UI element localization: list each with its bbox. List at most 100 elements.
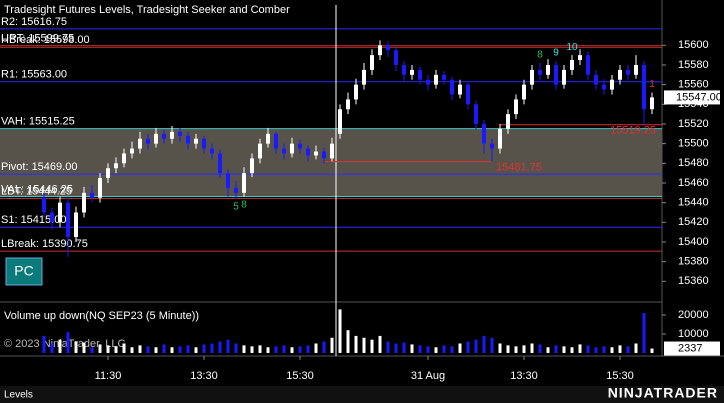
candle-body — [194, 138, 198, 144]
candle-body — [82, 192, 86, 213]
volume-bar — [594, 347, 598, 353]
volume-bar — [426, 346, 430, 353]
candle-body — [314, 151, 318, 156]
volume-bar — [498, 343, 502, 353]
volume-bar — [226, 339, 230, 353]
y-tick-label: 15560 — [678, 79, 709, 91]
candle-body — [482, 123, 486, 144]
volume-bar — [122, 343, 126, 353]
volume-bar — [442, 345, 446, 353]
candle-body — [186, 135, 190, 144]
candle-body — [498, 128, 502, 149]
candle-body — [242, 173, 246, 193]
volume-bar — [546, 347, 550, 353]
count-label: 8 — [537, 50, 543, 61]
volume-bar — [618, 345, 622, 353]
candle-body — [410, 69, 414, 75]
candle-body — [610, 79, 614, 90]
candle-body — [330, 143, 334, 159]
level-label: LBT: 15444.25 — [1, 185, 72, 197]
volume-bar — [74, 341, 78, 353]
count-label: 8 — [241, 199, 247, 210]
candle-body — [634, 64, 638, 75]
candle-body — [386, 45, 390, 51]
volume-bar — [162, 344, 166, 353]
volume-bar — [234, 343, 238, 353]
pc-button[interactable]: PC — [5, 257, 43, 286]
level-label: VAH: 15515.25 — [1, 116, 75, 128]
last-price-label: 15547.00 — [676, 91, 722, 103]
volume-bar — [578, 344, 582, 353]
volume-bar — [242, 345, 246, 353]
y-tick-label: 20000 — [678, 309, 709, 321]
volume-bar — [514, 346, 518, 353]
candle-body — [354, 84, 358, 100]
candle-body — [106, 168, 110, 179]
tab: Levels — [4, 390, 33, 401]
candle-body — [250, 158, 254, 174]
count-label: 10 — [566, 42, 578, 53]
candle-body — [538, 69, 542, 75]
volume-bar — [610, 347, 614, 353]
candle-body — [298, 143, 302, 149]
candle-body — [210, 148, 214, 154]
volume-bar — [570, 347, 574, 353]
level-label: HBreak: 15598.00 — [1, 34, 90, 46]
volume-bar — [138, 345, 142, 353]
x-tick-label: 11:30 — [95, 370, 122, 382]
candle-body — [562, 69, 566, 85]
candle-body — [162, 133, 166, 139]
x-tick-label: 31 Aug — [411, 370, 445, 382]
level-label: R2: 15616.75 — [1, 16, 67, 28]
candle-body — [58, 202, 62, 223]
candle-body — [138, 138, 142, 149]
candle-body — [114, 163, 118, 169]
candle-body — [234, 187, 238, 193]
candle-body — [450, 79, 454, 95]
candle-body — [202, 138, 206, 149]
volume-bar — [202, 344, 206, 353]
y-tick-label: 15440 — [678, 197, 709, 209]
candle-body — [338, 109, 342, 134]
candle-body — [474, 104, 478, 124]
candle-body — [570, 60, 574, 70]
y-tick-label: 10000 — [678, 328, 709, 340]
candle-body — [154, 133, 158, 144]
level-label: URT: 15599.75 — [1, 32, 74, 44]
volume-bar — [170, 347, 174, 353]
count-label: 5 — [233, 201, 239, 212]
y-tick-label: 15400 — [678, 236, 709, 248]
volume-bar — [130, 347, 134, 353]
volume-bar — [474, 339, 478, 353]
candle-body — [322, 151, 326, 159]
candle-body — [306, 148, 310, 156]
volume-bar — [490, 337, 494, 353]
copyright: © 2023 NinjaTrader, LLC — [4, 338, 125, 350]
volume-bar — [386, 341, 390, 353]
volume-bar — [370, 339, 374, 353]
volume-bar — [186, 345, 190, 353]
pc-button-bg[interactable] — [5, 257, 43, 286]
candle-body — [290, 143, 294, 154]
x-tick-label: 13:30 — [510, 370, 538, 382]
pc-button-label[interactable]: PC — [14, 263, 33, 279]
bottom-bar — [0, 386, 724, 403]
last-volume-label: 2337 — [678, 342, 702, 354]
y-tick-label: 15500 — [678, 138, 709, 150]
candle-body — [650, 97, 654, 110]
candle-body — [346, 99, 350, 110]
candle-body — [402, 64, 406, 75]
volume-bar — [154, 347, 158, 353]
candle-body — [418, 69, 422, 80]
y-tick-label: 15580 — [678, 59, 709, 71]
volume-bar — [626, 346, 630, 353]
volume-bar — [538, 344, 542, 353]
volume-bar — [330, 337, 334, 353]
x-tick-label: 15:30 — [606, 370, 634, 382]
candle-body — [522, 84, 526, 100]
volume-bar — [394, 343, 398, 353]
volume-bar — [282, 345, 286, 353]
